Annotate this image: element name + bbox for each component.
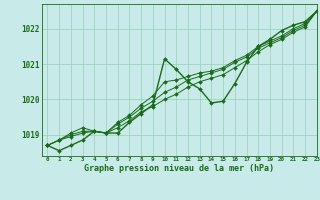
X-axis label: Graphe pression niveau de la mer (hPa): Graphe pression niveau de la mer (hPa)	[84, 164, 274, 173]
